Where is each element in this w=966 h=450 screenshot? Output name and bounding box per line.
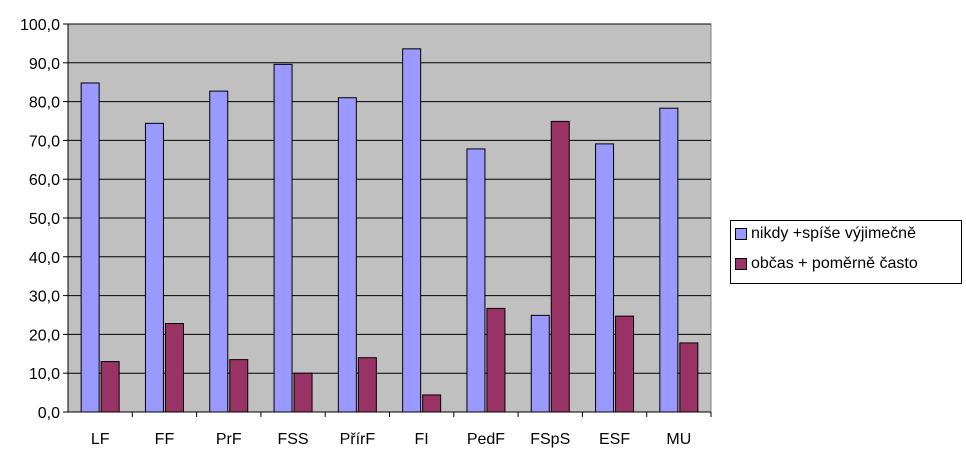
- bar-nikdy-3: [273, 63, 293, 413]
- bar-obcas-0: [100, 361, 120, 413]
- bar-obcas-4: [357, 357, 377, 413]
- ytick-label: 20,0: [29, 327, 60, 344]
- legend-item-obcas: občas + poměrně často: [735, 255, 918, 273]
- bar-nikdy-7: [530, 314, 550, 413]
- ytick-label: 70,0: [29, 133, 60, 150]
- bar-obcas-3: [293, 372, 313, 413]
- ytick-label: 40,0: [29, 250, 60, 267]
- bar-nikdy-0: [80, 82, 100, 413]
- bar-nikdy-9: [659, 107, 679, 413]
- legend: nikdy +spíše výjimečně občas + poměrně č…: [730, 220, 962, 284]
- xtick-label: FSpS: [530, 431, 570, 448]
- xtick-label: PedF: [467, 431, 505, 448]
- xtick-label: ESF: [599, 431, 630, 448]
- bar-obcas-2: [229, 359, 249, 413]
- bar-nikdy-8: [595, 143, 615, 413]
- xtick-label: FF: [155, 431, 175, 448]
- ytick-label: 10,0: [29, 366, 60, 383]
- xtick-label: PřírF: [340, 431, 376, 448]
- ytick-label: 60,0: [29, 172, 60, 189]
- bar-obcas-9: [679, 342, 699, 413]
- ytick-label: 0,0: [38, 405, 60, 422]
- bar-obcas-5: [422, 394, 442, 413]
- bar-obcas-7: [550, 120, 570, 413]
- ytick-label: 80,0: [29, 95, 60, 112]
- legend-swatch-nikdy: [735, 228, 747, 240]
- legend-item-nikdy: nikdy +spíše výjimečně: [735, 225, 916, 243]
- xtick-label: PrF: [216, 431, 242, 448]
- xtick-label: LF: [91, 431, 110, 448]
- bar-obcas-8: [615, 315, 635, 413]
- legend-label-obcas: občas + poměrně často: [751, 255, 918, 272]
- bar-nikdy-6: [466, 148, 486, 413]
- bar-nikdy-1: [144, 122, 164, 413]
- bar-nikdy-5: [402, 48, 422, 413]
- ytick-label: 90,0: [29, 56, 60, 73]
- legend-label-nikdy: nikdy +spíše výjimečně: [751, 225, 916, 242]
- ytick-label: 50,0: [29, 211, 60, 228]
- bar-nikdy-2: [209, 90, 229, 413]
- bar-obcas-1: [164, 323, 184, 413]
- bar-obcas-6: [486, 307, 506, 413]
- xtick-label: MU: [666, 431, 691, 448]
- ytick-label: 30,0: [29, 289, 60, 306]
- legend-swatch-obcas: [735, 258, 747, 270]
- ytick-label: 100,0: [20, 17, 60, 34]
- xtick-label: FI: [415, 431, 429, 448]
- bar-nikdy-4: [337, 97, 357, 413]
- xtick-label: FSS: [277, 431, 308, 448]
